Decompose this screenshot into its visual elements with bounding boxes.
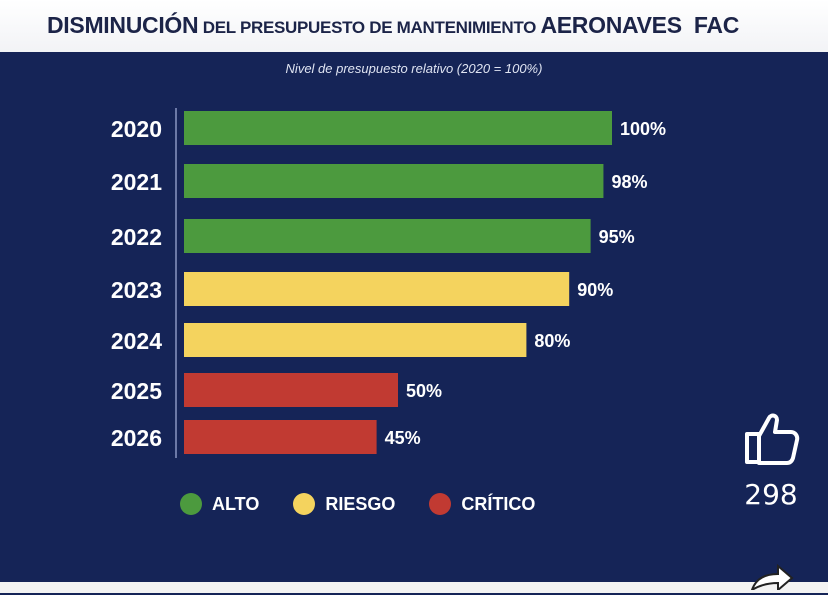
- title-part-1: DISMINUCIÓN: [47, 12, 199, 38]
- legend-label: CRÍTICO: [461, 493, 536, 514]
- bottom-bar: [0, 582, 828, 593]
- legend-item-alto: ALTO: [180, 493, 259, 515]
- y-tick-label: 2022: [111, 224, 162, 250]
- title-part-2: DEL PRESUPUESTO DE MANTENIMIENTO: [198, 18, 541, 37]
- data-label: 80%: [534, 331, 570, 351]
- thumbs-up-icon[interactable]: [740, 410, 802, 471]
- chart-title: DISMINUCIÓN DEL PRESUPUESTO DE MANTENIMI…: [47, 12, 807, 39]
- y-tick-label: 2020: [111, 116, 162, 142]
- title-band: [0, 0, 828, 52]
- y-tick-label: 2026: [111, 425, 162, 451]
- like-count: 298: [744, 478, 798, 511]
- data-label: 98%: [611, 172, 647, 192]
- legend-dot: [429, 493, 452, 515]
- title-part-4: FAC: [681, 12, 740, 38]
- data-label: 50%: [406, 381, 442, 401]
- y-tick-label: 2025: [111, 378, 162, 404]
- bar-2026: [184, 420, 377, 454]
- legend-dot: [180, 493, 202, 515]
- bar-2022: [184, 219, 591, 253]
- bar-2024: [184, 323, 527, 357]
- legend-label: RIESGO: [325, 493, 396, 514]
- chart-legend: ALTO RIESGO CRÍTICO: [180, 493, 569, 515]
- legend-item-critico: CRÍTICO: [429, 493, 535, 515]
- legend-dot: [293, 493, 316, 515]
- bar-2021: [184, 164, 604, 198]
- data-label: 100%: [620, 119, 666, 139]
- legend-item-riesgo: RIESGO: [293, 493, 395, 515]
- y-tick-label: 2024: [111, 328, 162, 354]
- legend-label: ALTO: [212, 493, 260, 514]
- bar-2025: [184, 373, 398, 407]
- bar-2023: [184, 272, 570, 306]
- y-tick-label: 2021: [111, 169, 162, 195]
- share-icon[interactable]: [748, 560, 798, 595]
- chart-subtitle: Nivel de presupuesto relativo (2020 = 10…: [285, 61, 543, 76]
- data-label: 90%: [577, 280, 613, 300]
- data-label: 95%: [599, 227, 635, 247]
- title-part-3: AERONAVES: [540, 12, 682, 38]
- bar-2020: [184, 111, 612, 145]
- data-label: 45%: [385, 428, 421, 448]
- y-tick-label: 2023: [111, 277, 162, 303]
